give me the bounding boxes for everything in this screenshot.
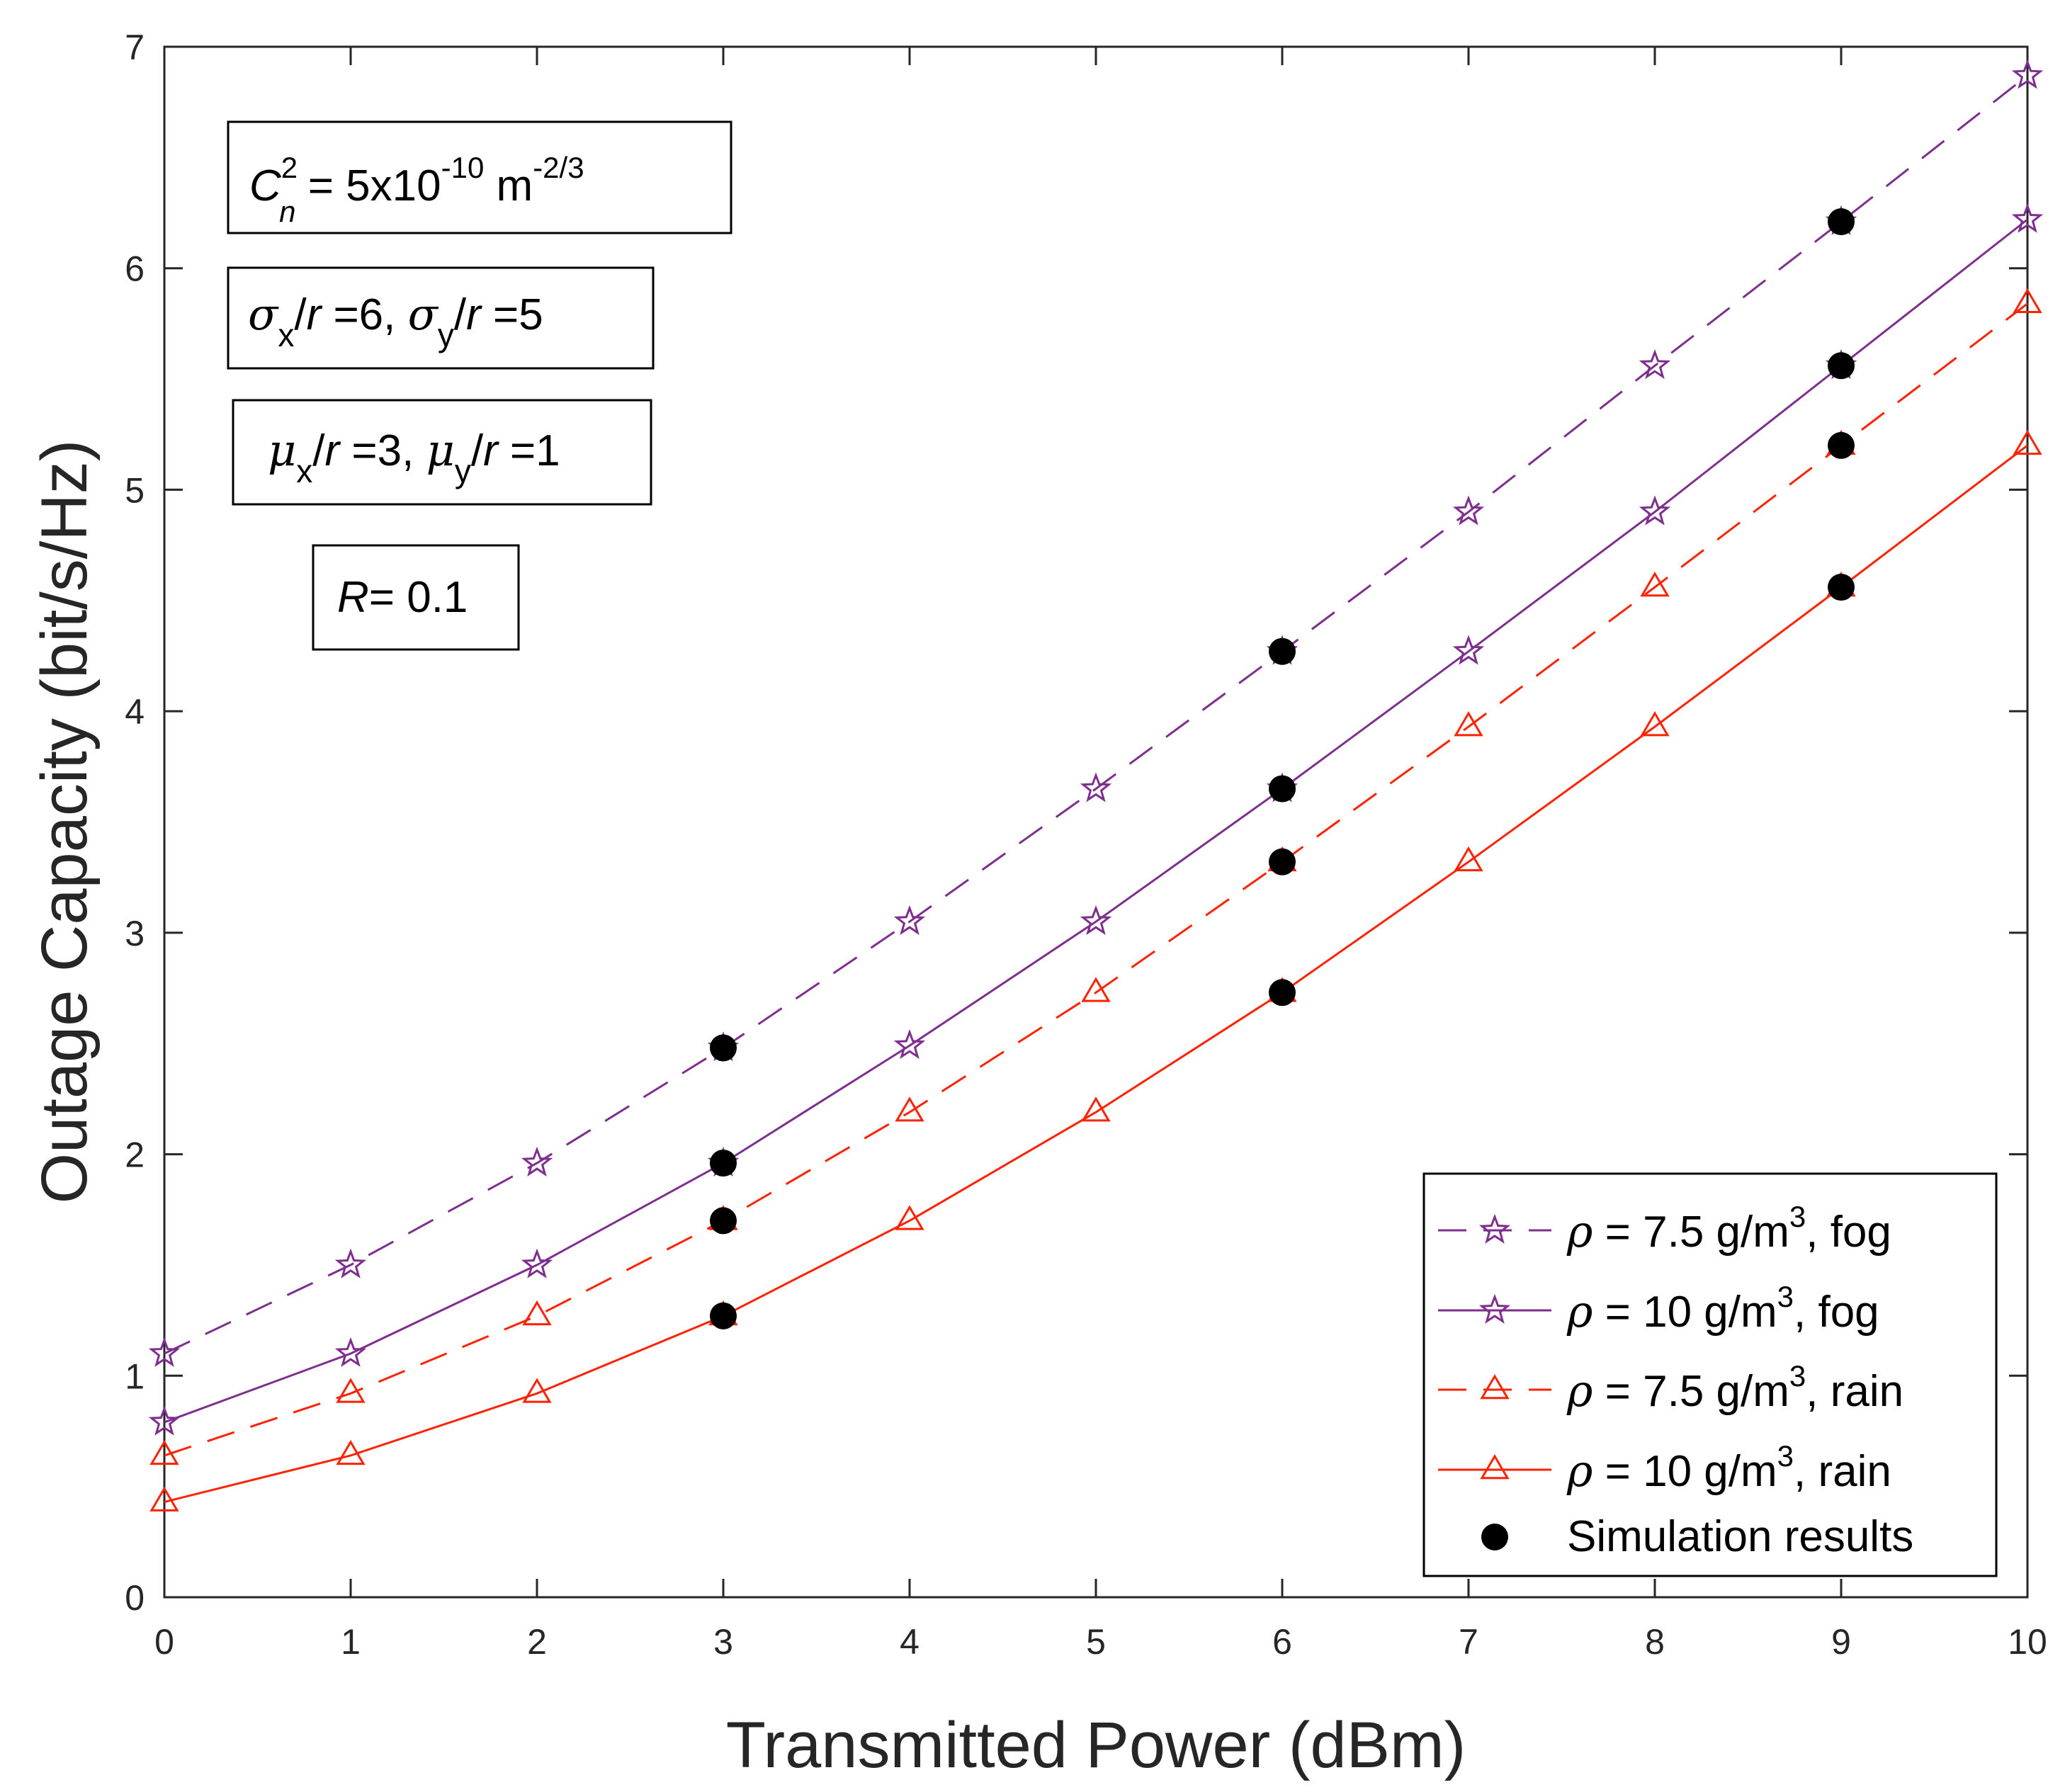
series-3-marker [1081,977,1111,1002]
series-3-marker [522,1300,552,1326]
series-4-marker [522,1378,552,1403]
svg-text:σx/r =6, σy/r =5: σx/r =6, σy/r =5 [248,288,543,353]
series-2-marker [2011,203,2044,233]
x-tick-label: 6 [1272,1622,1292,1662]
y-tick-label: 3 [125,914,145,953]
series-4-marker [1640,711,1670,737]
legend-marker-4 [1480,1454,1510,1480]
legend: ρ = 7.5 g/m3, fog ρ = 10 g/m3, fog ρ = 7… [1422,1172,1998,1577]
svg-text:μx/r =3, μy/r =1: μx/r =3, μy/r =1 [268,424,560,489]
series-1-marker [334,1248,367,1278]
series-layer [164,74,2027,1503]
series-line-4 [164,444,2027,1503]
axis-ticks [163,45,2029,1599]
legend-marker-2 [1478,1293,1511,1324]
simulation-point [1269,637,1296,665]
legend-box [1422,1172,1998,1577]
annotation-mu: μx/r =3, μy/r =1 [232,399,652,506]
simulation-point [1269,775,1296,803]
series-4-marker [895,1205,924,1230]
simulation-point [710,1302,737,1329]
series-4-marker [336,1439,366,1465]
simulation-point [710,1207,737,1235]
legend-label-sim: Simulation results [1567,1512,1913,1561]
series-4-marker [1081,1096,1111,1122]
series-line-3 [164,302,2027,1457]
legend-label-4: ρ = 10 g/m3, rain [1566,1439,1891,1497]
y-tick-label: 1 [125,1356,145,1396]
legend-label-3: ρ = 7.5 g/m3, rain [1566,1359,1903,1417]
series-4-marker [149,1486,179,1512]
simulation-points [710,208,1855,1329]
series-3-marker [2013,288,2042,314]
legend-marker-sim [1481,1524,1508,1550]
series-3-marker [1454,711,1483,737]
y-tick-label: 6 [125,249,145,289]
series-1-marker [1639,349,1671,380]
y-tick-labels: 0 1 2 3 4 5 6 7 [125,28,145,1618]
series-2-marker [521,1248,553,1278]
simulation-point [1828,431,1855,459]
svg-text:R= 0.1: R= 0.1 [337,573,468,622]
x-tick-labels: 0 1 2 3 4 5 6 7 8 9 10 [154,1622,2047,1662]
x-tick-label: 7 [1459,1622,1478,1662]
series-1-marker [1080,772,1112,803]
series-1-marker [893,904,926,936]
legend-label-2: ρ = 10 g/m3, fog [1566,1280,1879,1337]
annotation-sigma: σx/r =6, σy/r =5 [227,266,655,370]
series-2-marker [1080,904,1112,936]
series-1-marker [521,1146,553,1176]
series-1-marker [1452,495,1485,526]
x-tick-label: 5 [1086,1622,1106,1662]
series-2-marker [893,1029,926,1060]
y-tick-label: 0 [125,1578,145,1618]
simulation-point [710,1034,737,1062]
legend-swatches [1438,1213,1551,1550]
series-2-marker [1639,495,1671,526]
x-tick-label: 3 [713,1622,733,1662]
series-4-marker [2013,429,2042,455]
simulation-point [1269,848,1296,875]
series-3-marker [149,1439,179,1465]
annotation-cn2: C2 n = 5x10-10 m-2/3 [227,120,732,234]
y-tick-label: 5 [125,470,145,510]
annotation-r: R= 0.1 [312,544,520,651]
series-2-marker [148,1405,181,1436]
series-3-marker [1640,572,1670,597]
series-3-marker [895,1096,924,1122]
y-axis-title: Outage Capacity (bit/s/Hz) [28,440,101,1204]
series-1-marker [148,1337,181,1367]
simulation-point [1828,352,1855,380]
svg-text:C2n = 5x10-10 m-2/3: C2 n = 5x10-10 m-2/3 [249,151,584,228]
simulation-point [1828,574,1855,601]
legend-marker-3 [1480,1374,1510,1400]
legend-marker-1 [1478,1213,1511,1244]
simulation-point [1269,979,1296,1006]
series-2-marker [334,1337,367,1367]
x-tick-label: 0 [154,1622,174,1662]
y-tick-label: 4 [125,692,145,732]
x-axis-title: Transmitted Power (dBm) [726,1709,1466,1781]
simulation-point [1828,208,1855,236]
x-tick-label: 4 [900,1622,920,1662]
series-line-2 [164,218,2027,1424]
x-tick-label: 1 [341,1622,361,1662]
simulation-point [710,1150,737,1177]
series-2-marker [1452,635,1485,665]
x-tick-label: 9 [1831,1622,1851,1662]
y-tick-label: 7 [125,28,145,67]
x-tick-label: 8 [1645,1622,1665,1662]
series-3-marker [336,1378,366,1403]
x-tick-label: 2 [527,1622,547,1662]
y-tick-label: 2 [125,1135,145,1175]
series-4-marker [1454,846,1483,872]
series-line-1 [164,74,2027,1355]
series-1-marker [2011,59,2044,89]
legend-label-1: ρ = 7.5 g/m3, fog [1566,1200,1891,1257]
x-tick-label: 10 [2008,1622,2047,1662]
